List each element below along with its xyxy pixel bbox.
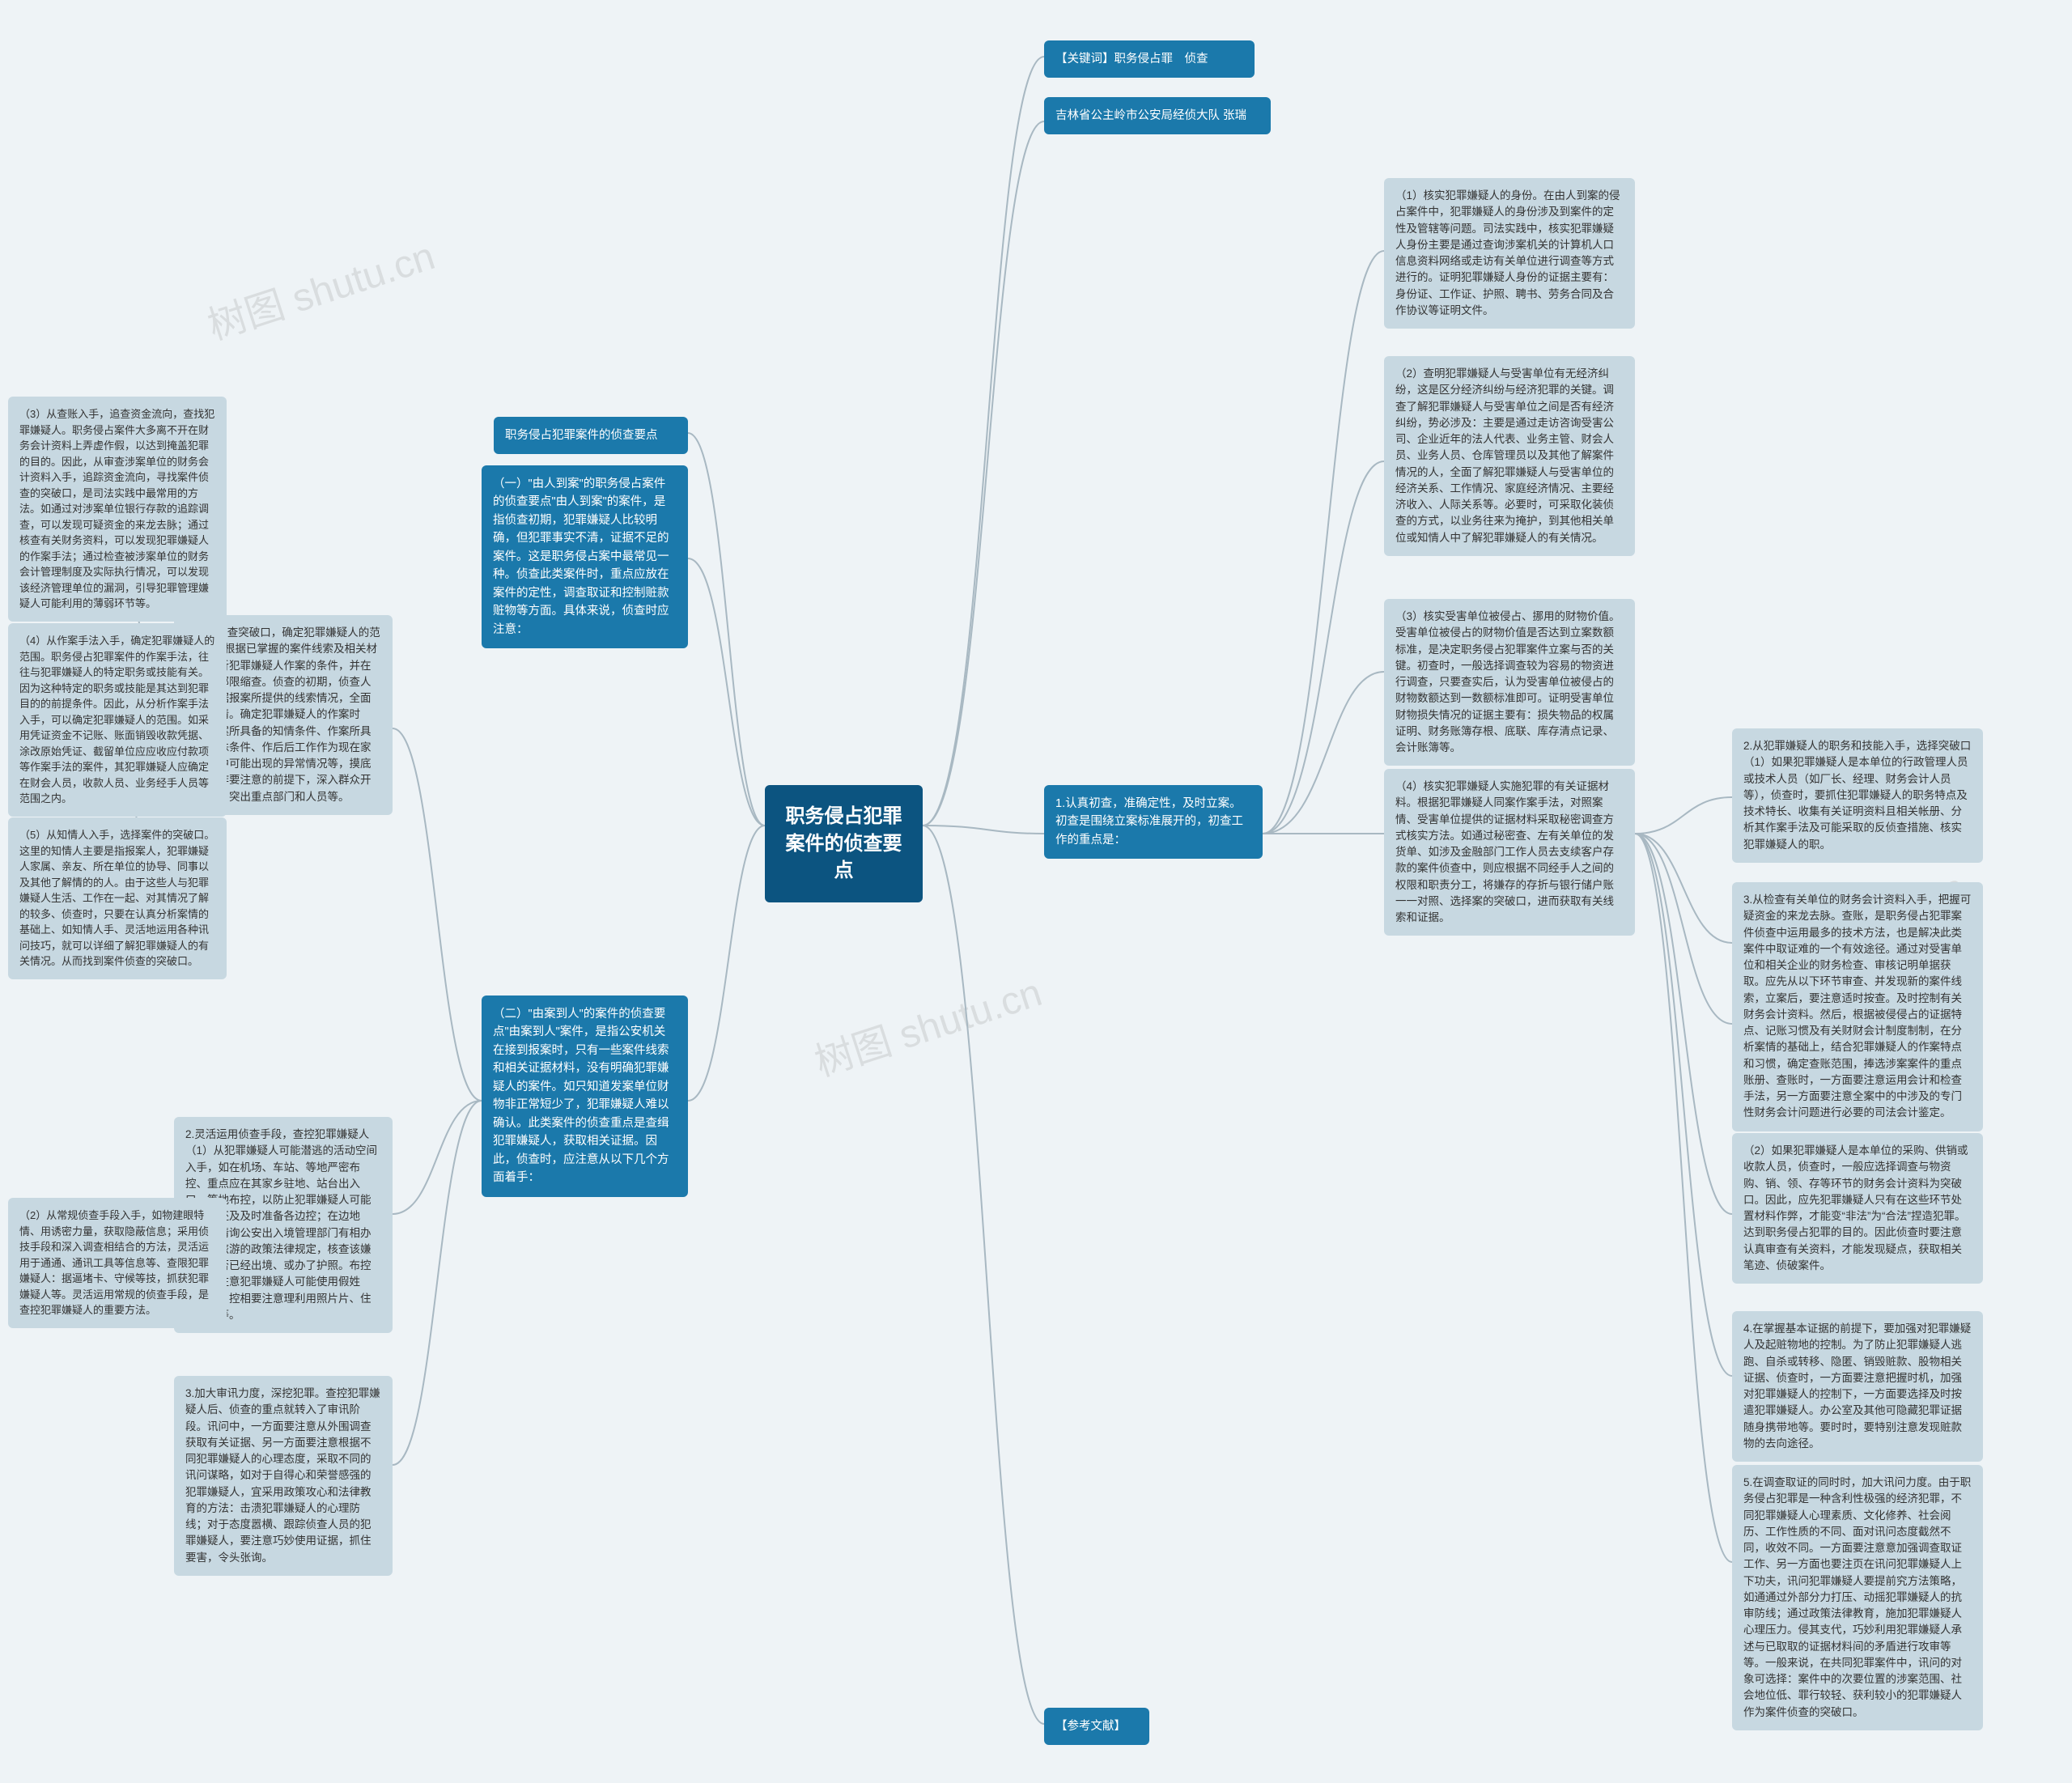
- watermark-1: 树图 shutu.cn: [199, 224, 440, 350]
- keyword-node: 【关键词】职务侵占罪 侦查: [1044, 40, 1255, 78]
- left-l2-2: （2）从常规侦查手段入手，如物建眼特情、用诱密力量，获取隐蔽信息；采用侦技手段和…: [8, 1198, 227, 1328]
- watermark-2: 树图 shutu.cn: [806, 961, 1047, 1087]
- mid-sec-2: （二）"由案到人"的案件的侦查要点"由案到人"案件，是指公安机关在接到报案时，只…: [482, 996, 688, 1197]
- left-l1-4: （4）从作案手法入手，确定犯罪嫌疑人的范围。职务侵占犯罪案件的作案手法，往往与犯…: [8, 623, 227, 817]
- right-t4: 4.在掌握基本证据的前提下，要加强对犯罪嫌疑人及起赃物地的控制。为了防止犯罪嫌疑…: [1732, 1311, 1983, 1462]
- left-l2-3: 3.加大审讯力度，深挖犯罪。查控犯罪嫌疑人后、侦查的重点就转入了审讯阶段。讯问中…: [174, 1376, 393, 1576]
- mid-title-1: 职务侵占犯罪案件的侦查要点: [494, 417, 688, 454]
- right-t5: 5.在调查取证的同时时，加大讯问力度。由于职务侵占犯罪是一种含利性极强的经济犯罪…: [1732, 1465, 1983, 1730]
- right-t2: 2.从犯罪嫌疑人的职务和技能入手，选择突破口 （1）如果犯罪嫌疑人是本单位的行政…: [1732, 728, 1983, 863]
- author-node: 吉林省公主岭市公安局经侦大队 张瑞: [1044, 97, 1271, 134]
- references-node: 【参考文献】: [1044, 1708, 1149, 1745]
- right-t1-3: （3）核实受害单位被侵占、挪用的财物价值。受害单位被侵占的财物价值是否达到立案数…: [1384, 599, 1635, 766]
- right-t1-1: （1）核实犯罪嫌疑人的身份。在由人到案的侵占案件中，犯罪嫌疑人的身份涉及到案件的…: [1384, 178, 1635, 329]
- mid-sec-1: （一）"由人到案"的职务侵占案件的侦查要点"由人到案"的案件，是指侦查初期，犯罪…: [482, 465, 688, 648]
- center-topic: 职务侵占犯罪案件的侦查要点: [765, 785, 923, 902]
- right-t2-2: （2）如果犯罪嫌疑人是本单位的采购、供销或收款人员，侦查时，一般应选择调查与物资…: [1732, 1133, 1983, 1284]
- right-topic-1: 1.认真初查，准确定性，及时立案。初查是围绕立案标准展开的，初查工作的重点是：: [1044, 785, 1263, 859]
- right-t1-4: （4）核实犯罪嫌疑人实施犯罪的有关证据材料。根据犯罪嫌疑人同案作案手法，对照案情…: [1384, 769, 1635, 936]
- left-l1-3: （3）从查账入手，追查资金流向，查找犯罪嫌疑人。职务侵占案件大多离不开在财务会计…: [8, 397, 227, 622]
- right-t1-2: （2）查明犯罪嫌疑人与受害单位有无经济纠纷，这是区分经济纠纷与经济犯罪的关键。调…: [1384, 356, 1635, 556]
- left-l1-5: （5）从知情人入手，选择案件的突破口。这里的知情人主要是指报案人，犯罪嫌疑人家属…: [8, 817, 227, 979]
- right-t3: 3.从检查有关单位的财务会计资料入手，把握可疑资金的来龙去脉。查账，是职务侵占犯…: [1732, 882, 1983, 1131]
